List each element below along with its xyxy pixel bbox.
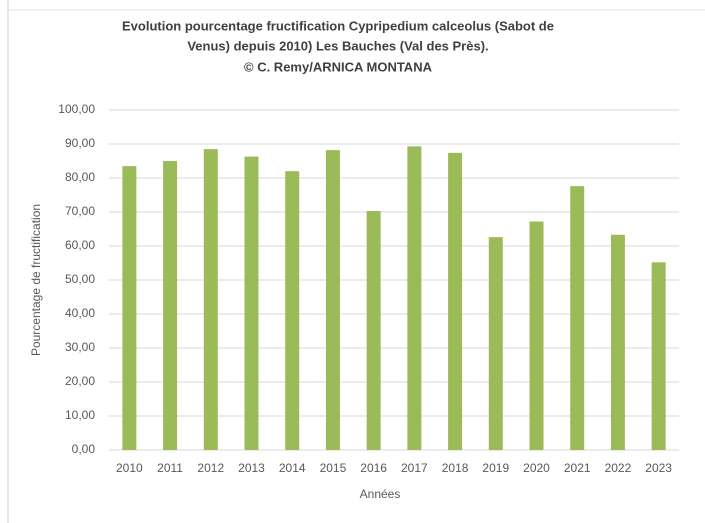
x-tick-label: 2022 xyxy=(605,461,632,475)
y-axis-label: Pourcentage de fructification xyxy=(29,204,43,356)
bar xyxy=(407,146,422,450)
chart-title: Venus) depuis 2010) Les Bauches (Val des… xyxy=(187,38,488,53)
chart-title: © C. Remy/ARNICA MONTANA xyxy=(244,59,433,74)
bar xyxy=(122,166,137,450)
y-tick-label: 80,00 xyxy=(65,170,95,184)
x-tick-label: 2019 xyxy=(482,461,509,475)
bar xyxy=(488,237,503,450)
x-tick-label: 2023 xyxy=(645,461,672,475)
x-tick-label: 2017 xyxy=(401,461,428,475)
y-tick-label: 90,00 xyxy=(65,136,95,150)
bar xyxy=(244,156,259,450)
bar xyxy=(203,149,218,450)
y-tick-label: 60,00 xyxy=(65,238,95,252)
y-tick-label: 50,00 xyxy=(65,272,95,286)
bar xyxy=(651,262,666,450)
x-tick-label: 2012 xyxy=(197,461,224,475)
y-tick-label: 100,00 xyxy=(58,102,95,116)
bar xyxy=(325,150,340,450)
x-axis-label: Années xyxy=(360,487,401,501)
y-tick-label: 0,00 xyxy=(72,442,96,456)
y-tick-label: 40,00 xyxy=(65,306,95,320)
x-tick-label: 2016 xyxy=(360,461,387,475)
bar xyxy=(163,161,178,450)
bar xyxy=(366,210,381,450)
x-tick-label: 2011 xyxy=(157,461,183,475)
x-tick-label: 2014 xyxy=(279,461,306,475)
bar xyxy=(610,234,625,450)
y-tick-label: 30,00 xyxy=(65,340,95,354)
x-tick-label: 2018 xyxy=(442,461,469,475)
x-tick-label: 2015 xyxy=(320,461,347,475)
y-tick-label: 20,00 xyxy=(65,374,95,388)
x-tick-label: 2010 xyxy=(116,461,143,475)
x-tick-label: 2021 xyxy=(564,461,591,475)
bar xyxy=(448,152,463,450)
x-tick-label: 2013 xyxy=(238,461,265,475)
bar xyxy=(529,221,544,450)
chart-title: Evolution pourcentage fructification Cyp… xyxy=(122,18,554,33)
y-tick-label: 70,00 xyxy=(65,204,95,218)
y-tick-label: 10,00 xyxy=(65,408,95,422)
bar xyxy=(285,171,300,450)
x-tick-label: 2020 xyxy=(523,461,550,475)
bar xyxy=(570,186,585,450)
